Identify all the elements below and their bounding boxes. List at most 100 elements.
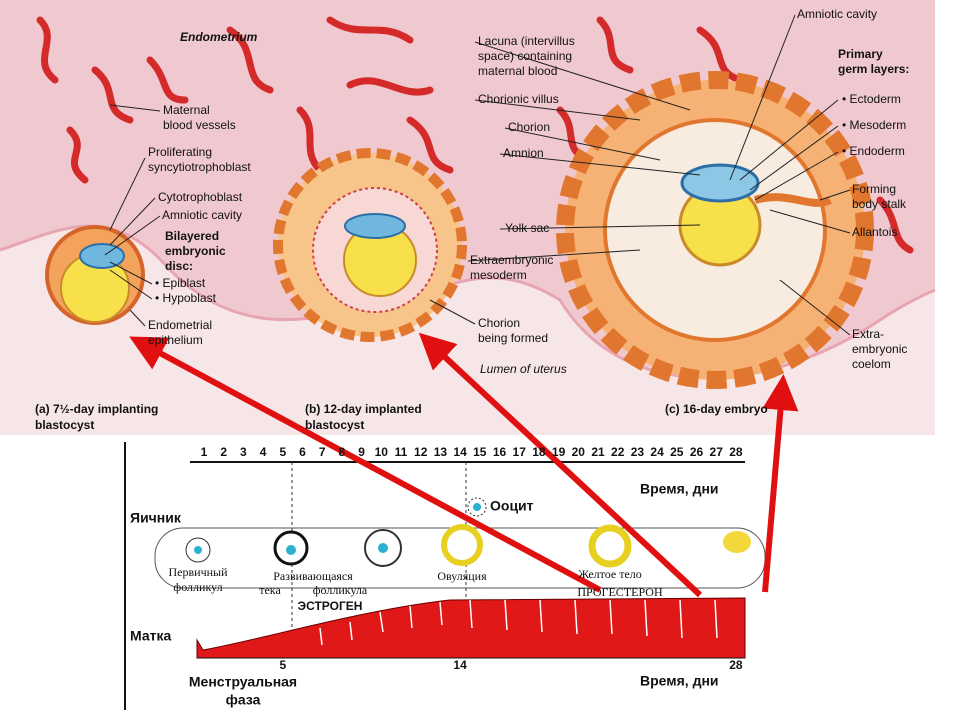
time-label: Время, дни	[640, 481, 719, 497]
label: Amnion	[503, 146, 544, 160]
label: syncytiotrophoblast	[148, 160, 251, 174]
day-number: 27	[710, 445, 724, 459]
day-number: 14	[453, 445, 467, 459]
oocyte-dot	[286, 545, 296, 555]
day-number: 21	[591, 445, 605, 459]
label: Chorion	[478, 316, 520, 330]
day-number: 3	[240, 445, 247, 459]
caption: blastocyst	[35, 418, 94, 432]
label: • Epiblast	[155, 276, 206, 290]
day-number: 28	[729, 445, 743, 459]
label: Primary	[838, 47, 883, 61]
day-number: 10	[375, 445, 389, 459]
disc-a	[79, 243, 125, 269]
oocyte-dot	[378, 543, 388, 553]
label: Endometrial	[148, 318, 212, 332]
label: Bilayered	[165, 229, 219, 243]
follicle-label: тека	[259, 583, 281, 597]
ovulation	[441, 524, 483, 566]
caption: (b) 12-day implanted	[305, 402, 422, 416]
caption: blastocyst	[305, 418, 364, 432]
label: Cytotrophoblast	[158, 190, 243, 204]
label: Yolk sac	[505, 221, 549, 235]
day-number: 17	[513, 445, 527, 459]
arrows	[129, 332, 799, 598]
corpus-label: Желтое тело	[578, 567, 642, 581]
label: coelom	[852, 357, 891, 371]
uterus-label: Матка	[130, 628, 171, 644]
oocyte-dot	[194, 546, 202, 554]
day-number: 24	[650, 445, 664, 459]
day-number: 6	[299, 445, 306, 459]
label: Lumen of uterus	[480, 362, 567, 376]
label: mesoderm	[470, 268, 527, 282]
label: disc:	[165, 259, 193, 273]
follicle-label: фолликул	[173, 580, 222, 594]
caption: (a) 7½-day implanting	[35, 402, 158, 416]
label: • Endoderm	[842, 144, 905, 158]
corpus-albicans	[723, 531, 751, 553]
label: Proliferating	[148, 145, 212, 159]
amnion-c	[680, 163, 760, 203]
ovary-label: Яичник	[130, 510, 182, 526]
label: body stalk	[852, 197, 907, 211]
label: Endometrium	[180, 30, 258, 44]
label: • Ectoderm	[842, 92, 901, 106]
day-number: 7	[319, 445, 326, 459]
glands	[319, 599, 718, 646]
day-number: 12	[414, 445, 428, 459]
corpus-luteum	[588, 524, 632, 568]
embryo-illustration	[0, 0, 936, 435]
label: embryonic	[165, 244, 226, 258]
amnion-b	[344, 213, 406, 239]
axis-day: 14	[453, 658, 467, 672]
oocyte-icon-core	[473, 503, 481, 511]
label: Amniotic cavity	[797, 7, 877, 21]
day-number: 2	[220, 445, 227, 459]
cycle-panel	[124, 442, 766, 710]
label: Allantois	[852, 225, 897, 239]
label: • Mesoderm	[842, 118, 906, 132]
label: Amniotic cavity	[162, 208, 242, 222]
leader-lines	[104, 14, 851, 336]
label: Chorionic villus	[478, 92, 559, 106]
label: Chorion	[508, 120, 550, 134]
ovulation-label: Овуляция	[437, 569, 487, 583]
label: • Hypoblast	[155, 291, 217, 305]
day-number: 1	[201, 445, 208, 459]
day-number: 11	[395, 445, 408, 459]
phase-label: фаза	[226, 692, 261, 708]
day-number: 19	[552, 445, 566, 459]
label: Extraembryonic	[470, 253, 553, 267]
label: being formed	[478, 331, 548, 345]
axis-day: 28	[729, 658, 743, 672]
day-number: 8	[339, 445, 346, 459]
label: maternal blood	[478, 64, 557, 78]
endometrium-curve	[196, 597, 746, 659]
hormone-label: ЭСТРОГЕН	[298, 599, 363, 613]
label: space) containing	[478, 49, 572, 63]
label: Maternal	[163, 103, 210, 117]
day-number: 22	[611, 445, 625, 459]
day-number: 16	[493, 445, 507, 459]
day-number: 15	[473, 445, 487, 459]
day-number: 20	[572, 445, 586, 459]
follicle-label: Развивающаяся	[273, 569, 353, 583]
phase-label: Менструальная	[189, 674, 297, 690]
day-number: 13	[434, 445, 448, 459]
day-number: 23	[631, 445, 645, 459]
label: blood vessels	[163, 118, 236, 132]
label: Extra-	[852, 327, 884, 341]
label: embryonic	[852, 342, 907, 356]
body-stalk	[753, 193, 832, 207]
label: Forming	[852, 182, 896, 196]
day-number: 25	[670, 445, 684, 459]
follicle-label: фолликула	[313, 583, 368, 597]
hormone-label: ПРОГЕСТЕРОН	[577, 585, 663, 599]
axis-day: 5	[279, 658, 286, 672]
oocyte-label: Ооцит	[490, 498, 534, 514]
caption: (c) 16-day embryo	[665, 402, 768, 416]
day-number: 9	[358, 445, 365, 459]
label: Lacuna (intervillus	[478, 34, 575, 48]
